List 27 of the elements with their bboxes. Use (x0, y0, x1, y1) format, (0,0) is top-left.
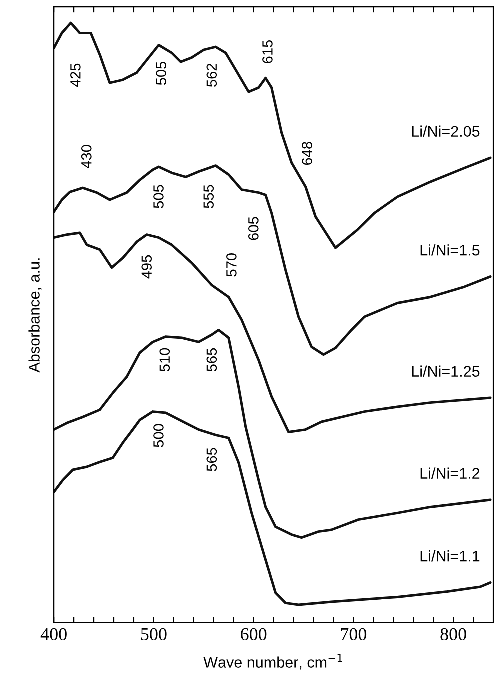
annotation: 425 (70, 64, 81, 88)
annotation: 495 (142, 255, 152, 279)
annotation: 565 (206, 448, 218, 472)
series-label: Li/Ni=1.25 (412, 366, 480, 377)
annotation: 505 (156, 62, 167, 86)
series-label: Li/Ni=1.2 (420, 468, 480, 479)
x-tick-label: 700 (341, 628, 367, 641)
annotation: 562 (206, 64, 218, 87)
x-tick-label: 600 (241, 628, 267, 641)
annotation: 615 (262, 40, 273, 64)
annotation: 648 (302, 142, 312, 166)
annotation: 430 (81, 145, 92, 169)
series-label: Li/Ni=1.5 (420, 244, 480, 256)
annotation: 505 (154, 185, 164, 208)
series-label: Li/Ni=2.05 (412, 126, 480, 138)
x-axis-title: Wave number, cm$^{−1}$ (204, 654, 342, 670)
annotation: 605 (248, 217, 259, 240)
annotation: 565 (206, 348, 218, 372)
x-tick-label: 500 (141, 628, 167, 641)
annotation: 555 (204, 185, 214, 208)
y-axis-title: Absorbance, a.u. (28, 258, 42, 373)
annotation: 500 (154, 424, 164, 448)
x-tick-label: 400 (40, 628, 67, 641)
x-tick-label: 800 (440, 628, 466, 641)
annotation: 510 (160, 348, 170, 372)
annotation: 570 (226, 254, 237, 277)
series-label: Li/Ni=1.1 (420, 550, 480, 562)
